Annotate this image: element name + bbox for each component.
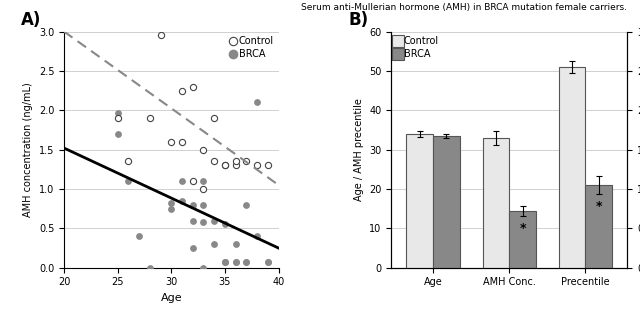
X-axis label: Age: Age	[161, 293, 182, 303]
Control	[252, 163, 262, 168]
BRCA	[241, 260, 252, 265]
BRCA	[177, 198, 187, 203]
Control	[241, 159, 252, 164]
Control	[209, 116, 220, 121]
BRCA	[230, 260, 241, 265]
Text: A): A)	[21, 11, 42, 29]
Text: *: *	[595, 200, 602, 213]
BRCA	[113, 131, 123, 136]
BRCA	[220, 222, 230, 227]
Bar	[433, 136, 460, 268]
Control	[113, 116, 123, 121]
Control	[166, 139, 177, 144]
BRCA	[230, 242, 241, 247]
BRCA	[124, 179, 134, 184]
BRCA	[252, 100, 262, 105]
BRCA	[262, 260, 273, 265]
BRCA	[145, 265, 155, 270]
Text: B): B)	[349, 11, 369, 29]
Control	[262, 163, 273, 168]
BRCA	[220, 260, 230, 265]
BRCA	[113, 110, 123, 115]
Control	[145, 116, 155, 121]
BRCA	[209, 242, 220, 247]
Control	[209, 159, 220, 164]
Y-axis label: Age / AMH precentile: Age / AMH precentile	[353, 98, 364, 201]
Bar	[509, 211, 536, 268]
Control	[198, 186, 209, 192]
BRCA	[230, 260, 241, 265]
BRCA	[241, 260, 252, 265]
BRCA	[198, 179, 209, 184]
Control	[220, 163, 230, 168]
Control	[230, 163, 241, 168]
Control	[188, 84, 198, 89]
BRCA	[262, 260, 273, 265]
BRCA	[209, 218, 220, 223]
Control	[188, 179, 198, 184]
Legend: Control, BRCA: Control, BRCA	[396, 36, 439, 59]
Legend: Control, BRCA: Control, BRCA	[231, 36, 274, 59]
Control	[198, 147, 209, 152]
BRCA	[166, 201, 177, 206]
Control	[156, 33, 166, 38]
BRCA	[134, 234, 144, 239]
Control	[220, 163, 230, 168]
BRCA	[220, 260, 230, 265]
Bar	[483, 138, 509, 268]
BRCA	[198, 265, 209, 270]
Control	[124, 159, 134, 164]
Bar	[559, 67, 586, 268]
BRCA	[198, 202, 209, 207]
BRCA	[188, 246, 198, 251]
Y-axis label: AMH concentration (ng/mL): AMH concentration (ng/mL)	[23, 82, 33, 217]
BRCA	[177, 179, 187, 184]
BRCA	[252, 234, 262, 239]
Control	[230, 159, 241, 164]
BRCA	[241, 202, 252, 207]
Bar	[586, 185, 612, 268]
BRCA	[166, 206, 177, 211]
BRCA	[220, 260, 230, 265]
BRCA	[188, 218, 198, 223]
Text: *: *	[519, 222, 526, 235]
Text: Serum anti-Mullerian hormone (AMH) in BRCA mutation female carriers.: Serum anti-Mullerian hormone (AMH) in BR…	[301, 3, 627, 12]
Control	[177, 88, 187, 93]
BRCA	[198, 220, 209, 225]
Bar	[406, 134, 433, 268]
BRCA	[188, 202, 198, 207]
Control	[177, 139, 187, 144]
